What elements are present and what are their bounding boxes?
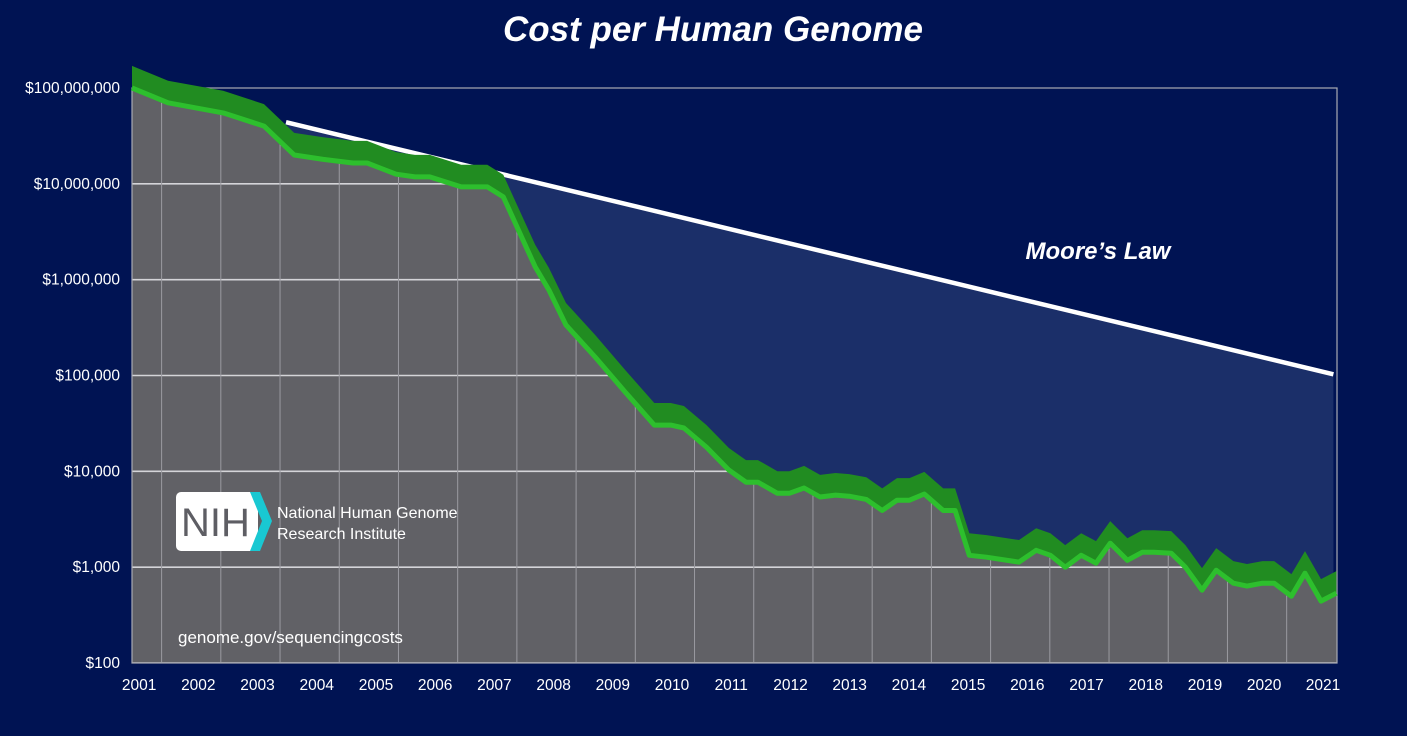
institute-name-line1: National Human Genome: [277, 505, 458, 522]
nih-chevron-icon: [250, 492, 272, 551]
x-tick-label: 2010: [655, 677, 690, 694]
x-tick-label: 2015: [951, 677, 985, 694]
y-tick-label: $100,000: [55, 368, 120, 385]
cost-area: [132, 88, 1337, 663]
nih-logo-box: [176, 492, 258, 551]
x-tick-label: 2002: [181, 677, 215, 694]
x-tick-label: 2013: [832, 677, 866, 694]
y-tick-label: $1,000: [73, 559, 121, 576]
x-tick-label: 2005: [359, 677, 393, 694]
x-tick-label: 2012: [773, 677, 807, 694]
x-tick-label: 2009: [596, 677, 630, 694]
x-tick-label: 2008: [536, 677, 570, 694]
y-tick-label: $10,000,000: [34, 176, 121, 193]
y-tick-label: $100,000,000: [25, 80, 120, 97]
x-tick-label: 2001: [122, 677, 156, 694]
moores-law-label: Moore’s Law: [1026, 238, 1172, 265]
x-tick-label: 2011: [715, 677, 748, 694]
x-tick-label: 2006: [418, 677, 452, 694]
cost-series: [131, 65, 1338, 604]
x-tick-label: 2020: [1247, 677, 1282, 694]
cost-area-fill: [132, 88, 1337, 663]
x-tick-label: 2003: [240, 677, 274, 694]
x-tick-label: 2016: [1010, 677, 1044, 694]
x-tick-label: 2021: [1306, 677, 1340, 694]
nih-logo-mark: NIH: [181, 501, 250, 545]
y-tick-label: $1,000,000: [42, 272, 120, 289]
x-tick-label: 2004: [300, 677, 335, 694]
y-tick-label: $10,000: [64, 463, 120, 480]
x-tick-label: 2014: [892, 677, 927, 694]
x-axis-ticks: 2001 2002 2003 2004 2005 2006 2007 2008 2009 2010…: [122, 677, 1340, 694]
x-tick-label: 2017: [1069, 677, 1103, 694]
plot-frame: [131, 87, 1338, 664]
x-tick-label: 2007: [477, 677, 511, 694]
x-tick-label: 2019: [1188, 677, 1222, 694]
nih-logo: NIH National Human Genome Research Insti…: [176, 492, 458, 551]
chart-title: Cost per Human Genome: [503, 10, 923, 49]
y-axis-ticks: $100,000,000 $10,000,000 $1,000,000 $100,00…: [25, 80, 120, 672]
moores-law-series: [285, 120, 1334, 377]
x-tick-label: 2018: [1128, 677, 1162, 694]
cost-uncertainty-band: [132, 65, 1337, 602]
y-tick-label: $100: [86, 655, 121, 672]
moores-law-line: [285, 120, 1334, 377]
source-url: genome.gov/sequencingcosts: [178, 628, 403, 647]
institute-name-line2: Research Institute: [277, 526, 406, 543]
